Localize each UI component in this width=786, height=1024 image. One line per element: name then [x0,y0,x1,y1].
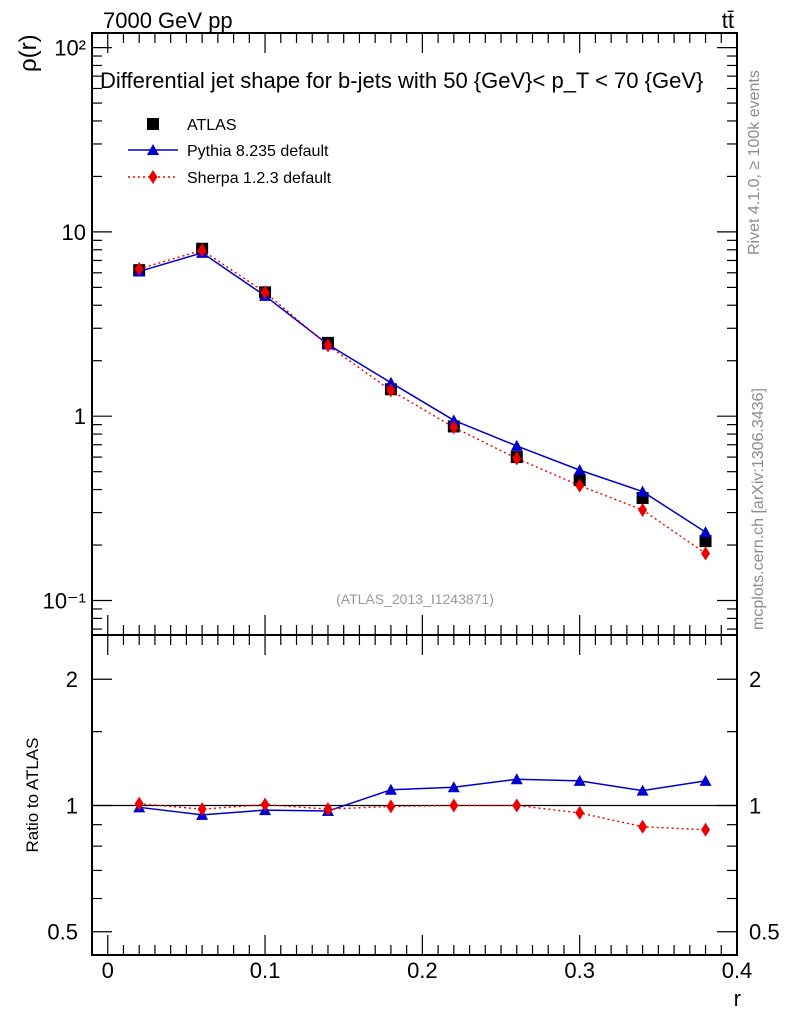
legend-sherpa-marker [148,170,158,184]
ratio-sherpa-point [134,796,144,811]
sherpa-point [575,478,585,493]
ratio-sherpa-point [638,819,648,834]
x-tick-label: 0.3 [564,958,595,983]
x-tick-label: 0.1 [250,958,281,983]
upper-ytick-label: 10² [54,36,86,61]
sherpa-point [701,546,711,561]
pythia-point [447,414,460,426]
sherpa-line [138,249,706,555]
upper-ytick-label: 1 [74,404,86,429]
lower-ytick-label-right: 2 [749,667,761,692]
upper-ytick-label: 10 [62,220,86,245]
ratio-pythia-point [447,781,460,793]
sherpa-point [197,243,207,258]
lower-ytick-label: 1 [66,793,78,818]
sherpa-point [449,420,459,435]
x-tick-label: 0 [102,958,114,983]
ratio-pythia-point [699,774,712,786]
pythia-line [138,252,706,533]
legend-sherpa-label: Sherpa 1.2.3 default [187,170,332,187]
ratio-sherpa-point [323,802,333,817]
pythia-point [510,439,523,451]
sherpa-point [134,261,144,276]
legend-pythia-marker [147,144,159,155]
sherpa-point [323,338,333,353]
ratio-pythia-point [573,774,586,786]
upper-panel: ρ(r) Differential jet shape for b-jets w… [15,32,738,636]
ratio-sherpa-point [197,802,207,817]
lower-panel: Ratio to ATLAS r 0.5 0.5 1 1 2 2 0 0.1 0.2 0.3 0.4 [23,634,780,1011]
x-axis-label: r [734,986,741,1011]
chart-title: Differential jet shape for b-jets with 5… [100,68,703,93]
ratio-pythia-point [636,784,649,796]
pythia-point [384,376,397,388]
pythia-point [699,526,712,538]
ratio-sherpa-point [512,798,522,813]
ratio-sherpa-line [139,802,706,831]
header-right: tt̄ [722,8,734,33]
x-tick-label: 0.2 [407,958,438,983]
atlas-point [699,535,712,548]
lower-frame [91,634,738,956]
ratio-sherpa-point [575,805,585,820]
legend-atlas-marker [147,118,159,130]
lower-ytick-label-right: 0.5 [749,920,780,945]
ratio-sherpa-point [449,798,459,813]
ratio-sherpa-point [386,799,396,814]
legend: ATLAS Pythia 8.235 default Sherpa 1.2.3 de… [128,117,332,187]
ratio-pythia-point [384,783,397,795]
sherpa-point [386,383,396,398]
ratio-pythia-line [139,778,706,816]
legend-pythia-label: Pythia 8.235 default [187,143,329,160]
x-tick-label: 0.4 [722,958,753,983]
ratio-pythia-point [510,773,523,785]
rivet-label: Rivet 4.1.0, ≥ 100k events [746,70,763,255]
upper-ytick-label: 10⁻¹ [43,589,86,614]
watermark: (ATLAS_2013_I1243871) [336,591,494,607]
lower-ylabel: Ratio to ATLAS [23,738,42,853]
lower-ytick-label: 2 [66,667,78,692]
pythia-point [636,485,649,497]
pythia-point [573,464,586,476]
sherpa-point [260,285,270,300]
legend-atlas-label: ATLAS [187,117,237,134]
sherpa-point [512,451,522,466]
sherpa-point [638,502,648,517]
lower-ytick-label-right: 1 [749,793,761,818]
ratio-sherpa-point [701,822,711,837]
upper-ylabel: ρ(r) [15,34,42,72]
mcplots-label: mcplots.cern.ch [arXiv:1306.3436] [750,388,767,630]
lower-ytick-label: 0.5 [47,920,78,945]
header-left: 7000 GeV pp [103,8,233,33]
ratio-sherpa-point [260,797,270,812]
